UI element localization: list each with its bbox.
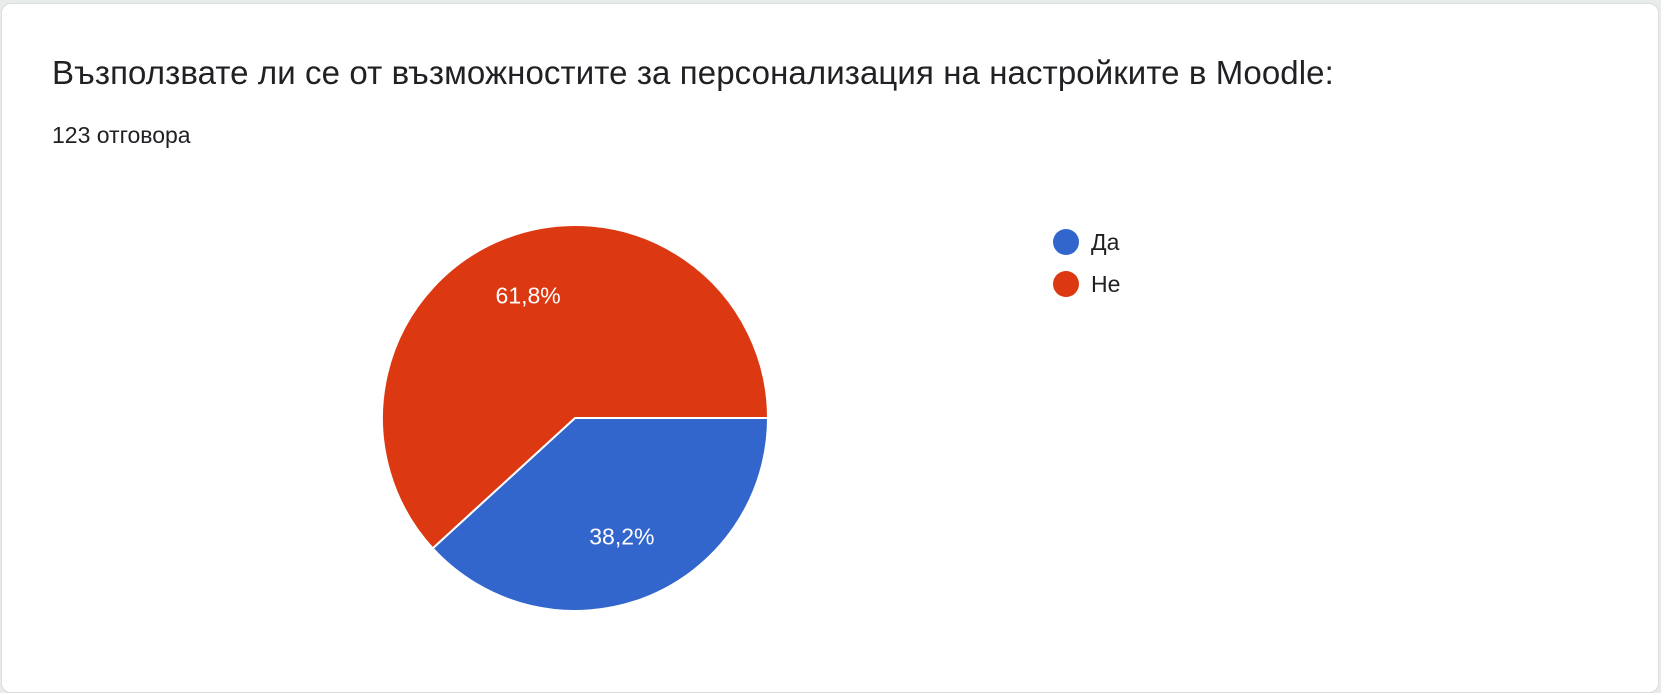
legend-label: Не xyxy=(1091,270,1121,297)
pie-slice-label-2: 61,8% xyxy=(496,283,561,309)
pie-slice-2[interactable] xyxy=(381,224,770,550)
legend-label: Да xyxy=(1091,228,1120,255)
legend-dot-icon xyxy=(1053,271,1079,297)
legend-dot-icon xyxy=(1053,229,1079,255)
chart-legend: Да Не xyxy=(1053,221,1120,305)
question-title: Възползвате ли се от възможностите за пе… xyxy=(52,54,1334,91)
chart-card: Възползвате ли се от възможностите за пе… xyxy=(1,3,1659,693)
pie-slice-1[interactable] xyxy=(431,417,770,612)
pie-slice-label-1: 38,2% xyxy=(589,524,654,550)
legend-item-1[interactable]: Да xyxy=(1053,221,1120,263)
response-count: 123 отговора xyxy=(52,122,191,148)
legend-item-2[interactable]: Не xyxy=(1053,263,1120,305)
